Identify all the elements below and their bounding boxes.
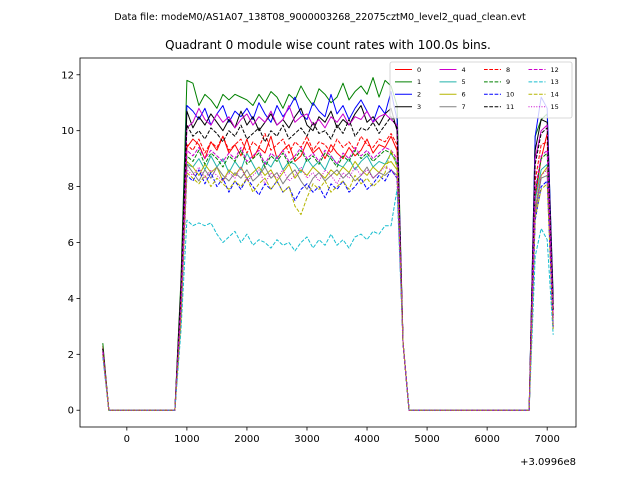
legend-label-3: 3 — [417, 103, 421, 111]
chart-title: Quadrant 0 module wise count rates with … — [165, 38, 491, 52]
series-line-15 — [102, 166, 554, 411]
legend-label-6: 6 — [462, 91, 466, 99]
y-tick-label: 6 — [68, 238, 74, 249]
x-tick-label: 1000 — [174, 434, 199, 445]
legend-label-7: 7 — [462, 103, 466, 111]
x-tick-label: 5000 — [414, 434, 439, 445]
x-offset-label: +3.0996e8 — [520, 457, 576, 468]
y-tick-label: 10 — [61, 126, 74, 137]
y-tick-label: 8 — [68, 182, 74, 193]
x-tick-label: 2000 — [234, 434, 259, 445]
series-lines — [102, 77, 554, 411]
legend-label-12: 12 — [551, 66, 559, 74]
x-tick-label: 0 — [124, 434, 130, 445]
legend-label-9: 9 — [506, 78, 510, 86]
x-tick-label: 7000 — [534, 434, 559, 445]
legend-label-14: 14 — [551, 91, 559, 99]
legend-label-4: 4 — [462, 66, 466, 74]
legend-label-0: 0 — [417, 66, 421, 74]
legend-label-13: 13 — [551, 78, 559, 86]
x-tick-label: 6000 — [474, 434, 499, 445]
y-tick-label: 12 — [61, 70, 74, 81]
plot-area — [102, 77, 554, 411]
legend-label-5: 5 — [462, 78, 466, 86]
legend-box — [389, 61, 573, 119]
legend-label-2: 2 — [417, 91, 421, 99]
legend-label-11: 11 — [506, 103, 514, 111]
y-tick-label: 0 — [68, 406, 74, 417]
legend-label-10: 10 — [506, 91, 514, 99]
y-tick-label: 2 — [68, 350, 74, 361]
legend-label-8: 8 — [506, 66, 510, 74]
y-tick-label: 4 — [68, 294, 74, 305]
data-file-suptitle: Data file: modeM0/AS1A07_138T08_90000032… — [114, 12, 526, 23]
legend-label-1: 1 — [417, 78, 421, 86]
x-tick-label: 3000 — [294, 434, 319, 445]
x-tick-label: 4000 — [354, 434, 379, 445]
series-line-13 — [102, 188, 554, 411]
legend-label-15: 15 — [551, 103, 559, 111]
